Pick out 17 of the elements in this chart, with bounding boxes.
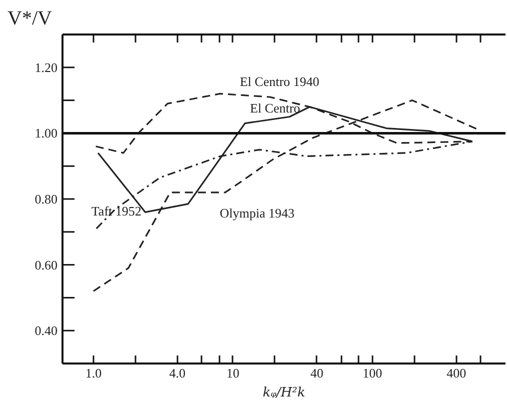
y-tick-label: 0.60 [34,257,58,272]
series-label: El Centro 1940 [240,74,320,90]
y-axis-title: V*/V [8,8,52,30]
series-label: Olympia 1943 [220,206,295,221]
series-label: El Centro [250,100,300,116]
x-tick-label: 100 [362,366,382,380]
x-axis-title: kᵩ/H²k [262,386,306,400]
y-tick-label: 1.20 [34,60,58,75]
y-tick-label: 0.40 [34,323,58,338]
y-tick-label: 0.80 [34,192,58,206]
x-tick-label: 4.0 [169,366,186,380]
x-tick-label: 1.0 [85,366,102,380]
x-tick-label: 40 [310,366,324,380]
x-tick-label: 10 [226,366,240,380]
x-tick-label: 400 [446,366,466,380]
y-tick-label: 1.00 [34,126,58,141]
series-label: Taft 1952 [91,204,142,219]
